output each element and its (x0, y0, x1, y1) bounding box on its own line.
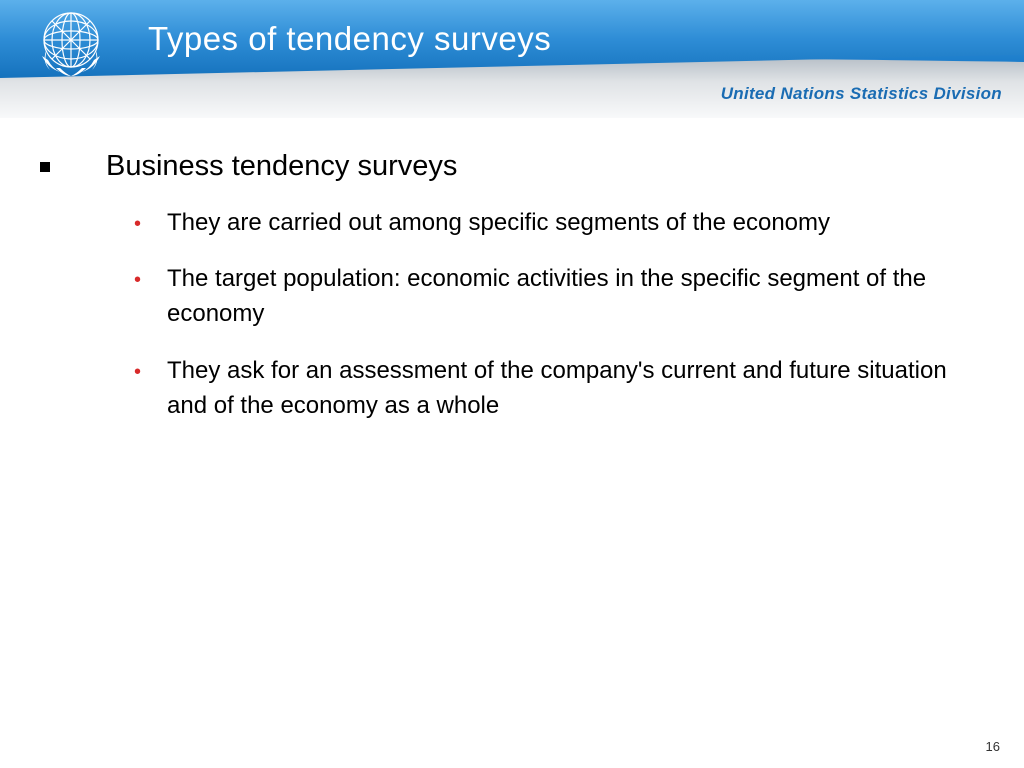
bullet-level2: • They ask for an assessment of the comp… (134, 354, 974, 424)
dot-bullet-icon: • (134, 214, 141, 234)
dot-bullet-icon: • (134, 270, 141, 290)
slide-content: Business tendency surveys • They are car… (0, 118, 1024, 466)
un-logo-icon (28, 6, 114, 78)
slide-header: Types of tendency surveys United Nations… (0, 0, 1024, 118)
level2-text: They are carried out among specific segm… (167, 206, 830, 241)
level2-text: They ask for an assessment of the compan… (167, 354, 967, 424)
level1-text: Business tendency surveys (106, 148, 457, 186)
square-bullet-icon (40, 162, 50, 172)
bullet-level2: • The target population: economic activi… (134, 262, 974, 332)
organization-name: United Nations Statistics Division (721, 84, 1002, 104)
bullet-level2: • They are carried out among specific se… (134, 206, 974, 241)
slide-title: Types of tendency surveys (148, 20, 551, 58)
dot-bullet-icon: • (134, 362, 141, 382)
page-number: 16 (986, 739, 1000, 754)
level2-text: The target population: economic activiti… (167, 262, 967, 332)
bullet-level1: Business tendency surveys (50, 148, 974, 186)
